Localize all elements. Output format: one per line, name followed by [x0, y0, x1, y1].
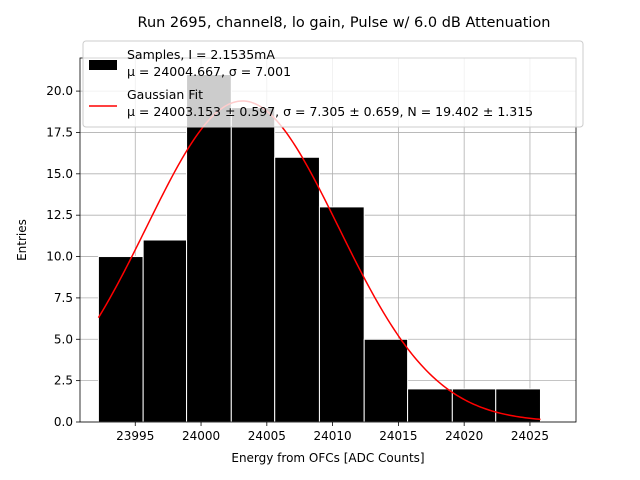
histogram-bar	[451, 388, 497, 423]
y-axis-label: Entries	[15, 219, 29, 261]
legend-samples-stats: μ = 24004.667, σ = 7.001	[127, 64, 291, 79]
histogram-bar	[97, 256, 144, 423]
legend-fit-stats: μ = 24003.153 ± 0.597, σ = 7.305 ± 0.659…	[127, 104, 533, 119]
y-tick-label: 10.0	[46, 250, 73, 264]
x-tick-label: 24015	[379, 429, 417, 443]
legend-samples-label: Samples, I = 2.1535mA	[127, 47, 275, 62]
histogram-bar	[142, 239, 188, 423]
legend: Samples, I = 2.1535mA μ = 24004.667, σ =…	[82, 40, 584, 128]
legend-samples-swatch	[89, 60, 117, 70]
gaussian-fit-curve	[97, 100, 541, 421]
y-tick-label: 15.0	[46, 167, 73, 181]
histogram-bar	[363, 338, 409, 423]
x-tick-label: 24010	[314, 429, 352, 443]
histogram-bars	[97, 74, 541, 423]
y-axis-ticks: 0.0 2.5 5.0 7.5 10.0 12.5 15.0 17.5 20.0	[46, 84, 80, 429]
x-tick-label: 24005	[248, 429, 286, 443]
x-tick-label: 24020	[445, 429, 483, 443]
x-tick-label: 24000	[182, 429, 220, 443]
y-tick-label: 2.5	[54, 374, 73, 388]
x-axis-ticks: 23995 24000 24005 24010 24015 24020 24025	[116, 422, 549, 443]
x-tick-label: 23995	[116, 429, 154, 443]
x-axis-label: Energy from OFCs [ADC Counts]	[231, 451, 424, 465]
histogram-bar	[274, 156, 320, 423]
y-tick-label: 17.5	[46, 125, 73, 139]
y-tick-label: 5.0	[54, 332, 73, 346]
legend-box	[82, 40, 584, 128]
y-tick-label: 0.0	[54, 415, 73, 429]
y-tick-label: 7.5	[54, 291, 73, 305]
histogram-bar	[186, 74, 232, 423]
chart-title: Run 2695, channel8, lo gain, Pulse w/ 6.…	[138, 15, 551, 31]
y-tick-label: 12.5	[46, 208, 73, 222]
y-tick-label: 20.0	[46, 84, 73, 98]
legend-fit-label: Gaussian Fit	[127, 87, 203, 102]
histogram-bar	[318, 206, 365, 423]
histogram-bar	[230, 107, 276, 423]
histogram-bar	[407, 388, 453, 423]
x-tick-label: 24025	[511, 429, 549, 443]
